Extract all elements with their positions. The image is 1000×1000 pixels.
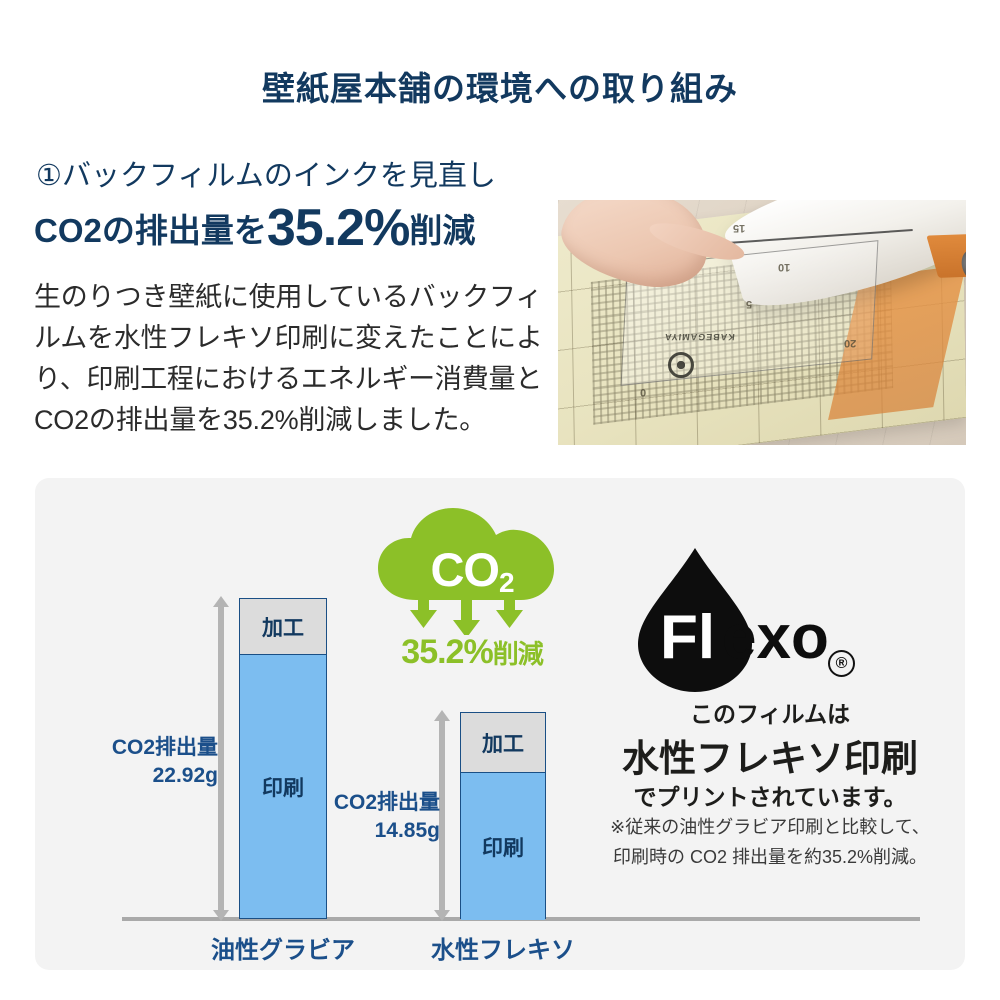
intro-headline: CO2の排出量を35.2%削減: [34, 200, 544, 259]
bar-category-label-oil-gravure: 油性グラビア: [211, 937, 355, 964]
photo-tick-5: 5: [745, 298, 752, 310]
arrow-shaft-left: [218, 605, 224, 912]
emission-value-left: 22.92g: [152, 764, 218, 787]
photo-tick-15: 15: [733, 222, 746, 235]
headline-prefix: CO2の排出量を: [34, 212, 267, 249]
co2-down-arrows: [410, 596, 523, 635]
arrow-head-down-left: [213, 910, 229, 921]
flexo-brand-white: Fl: [660, 603, 715, 672]
co2-subscript: 2: [498, 567, 515, 598]
photo-tick-0: 0: [639, 386, 646, 399]
co2-reduction-value: 35.2%: [401, 633, 493, 671]
photo-brand-stamp: KABEGAMIYA: [663, 332, 736, 343]
co2-reduction-text: 35.2%削減: [372, 633, 572, 672]
bar-category-label-water-flexo: 水性フレキソ: [431, 937, 575, 964]
footnote-line2: 印刷時の CO2 排出量を約35.2%削減。: [612, 847, 928, 867]
flexo-brand-black: exo: [722, 603, 829, 672]
bar-water-flexo: 加工 印刷: [460, 712, 546, 920]
intro-lead-line: ①バックフィルムのインクを見直し: [36, 160, 496, 192]
wallpaper-photo: KABEGAMIYA 0 5 10 15 20: [558, 200, 966, 445]
film-caption-line3: でプリントされています。: [633, 784, 907, 810]
film-caption-line2: 水性フレキソ印刷: [622, 738, 918, 779]
headline-value: 35.2%: [266, 199, 410, 257]
co2-cloud-label: CO2: [372, 542, 572, 599]
co2-cloud-block: CO2 35.2%削減: [372, 500, 572, 680]
co2-reduction-word: 削減: [492, 639, 544, 669]
headline-suffix: 削減: [409, 212, 476, 249]
co2-cloud-icon: [378, 508, 555, 635]
co2-text: CO: [430, 543, 499, 596]
film-caption-line1: このフィルムは: [689, 701, 851, 727]
photo-tick-20: 20: [843, 337, 856, 350]
emission-caption-left: CO2排出量: [111, 736, 218, 759]
registered-trademark-icon: ®: [828, 650, 855, 677]
emission-value-right: 14.85g: [374, 819, 440, 842]
bar-segment-process-right: 加工: [461, 713, 545, 773]
page-title: 壁紙屋本舗の環境への取り組み: [262, 70, 738, 107]
flexo-droplet-icon: Fl exo: [638, 548, 829, 692]
bar-segment-process-left: 加工: [240, 599, 326, 655]
photo-seal-icon: [668, 351, 695, 378]
footnote-line1: ※従来の油性グラビア印刷と比較して、: [610, 817, 930, 837]
measure-arrow-right: [434, 710, 450, 921]
arrow-head-down-right: [434, 910, 450, 921]
arrow-head-up-left: [213, 596, 229, 607]
measure-arrow-left: [213, 596, 229, 921]
emission-label-right: CO2排出量 14.85g: [292, 789, 440, 845]
photo-tick-10: 10: [778, 261, 791, 274]
bar-segment-print-left: 印刷: [240, 655, 326, 918]
intro-body-copy: 生のりつき壁紙に使用しているバックフィルムを水性フレキソ印刷に変えたことにより、…: [34, 282, 543, 435]
flexo-logo-block: Fl exo ®: [600, 540, 940, 700]
bar-oil-gravure: 加工 印刷: [239, 598, 327, 919]
bar-segment-print-right: 印刷: [461, 773, 545, 920]
arrow-shaft-right: [439, 719, 445, 912]
arrow-head-up-right: [434, 710, 450, 721]
emission-caption-right: CO2排出量: [333, 791, 440, 814]
emission-label-left: CO2排出量 22.92g: [70, 734, 218, 790]
